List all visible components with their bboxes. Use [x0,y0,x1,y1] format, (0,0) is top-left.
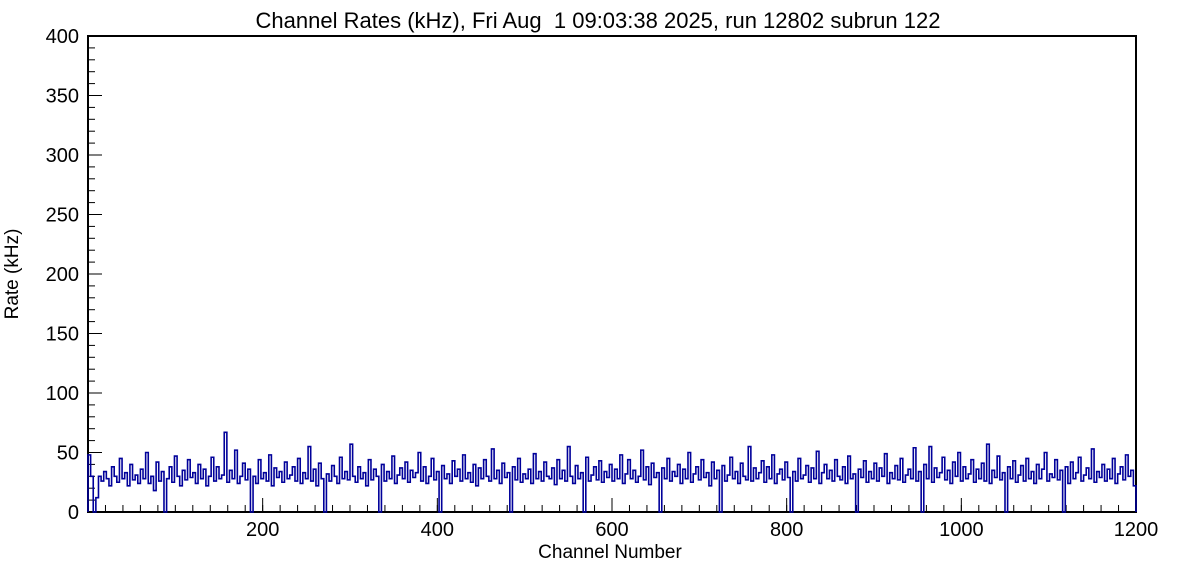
axis-ticks [87,35,1137,513]
tick-label: 350 [46,86,79,108]
tick-label: 200 [246,519,279,541]
tick-label: 800 [770,519,803,541]
tick-label: 1200 [1114,519,1159,541]
tick-label: 250 [46,205,79,227]
tick-label: 150 [46,324,79,346]
tick-label: 1000 [939,519,984,541]
axis-tick-labels: 200 400 600 800 1000 1200 0 50 100 150 200 250 300 35… [46,26,1159,541]
tick-label: 100 [46,383,79,405]
chart-title: Channel Rates (kHz), Fri Aug 1 09:03:38 … [255,8,941,33]
y-axis-title: Rate (kHz) [2,229,23,320]
x-axis-title: Channel Number [538,542,682,563]
tick-label: 400 [421,519,454,541]
tick-label: 300 [46,145,79,167]
plot-frame [87,35,1137,513]
histogram-line [87,431,1137,513]
tick-label: 0 [68,502,79,524]
tick-label: 600 [595,519,628,541]
tick-label: 50 [57,443,79,465]
tick-label: 200 [46,264,79,286]
tick-label: 400 [46,26,79,48]
